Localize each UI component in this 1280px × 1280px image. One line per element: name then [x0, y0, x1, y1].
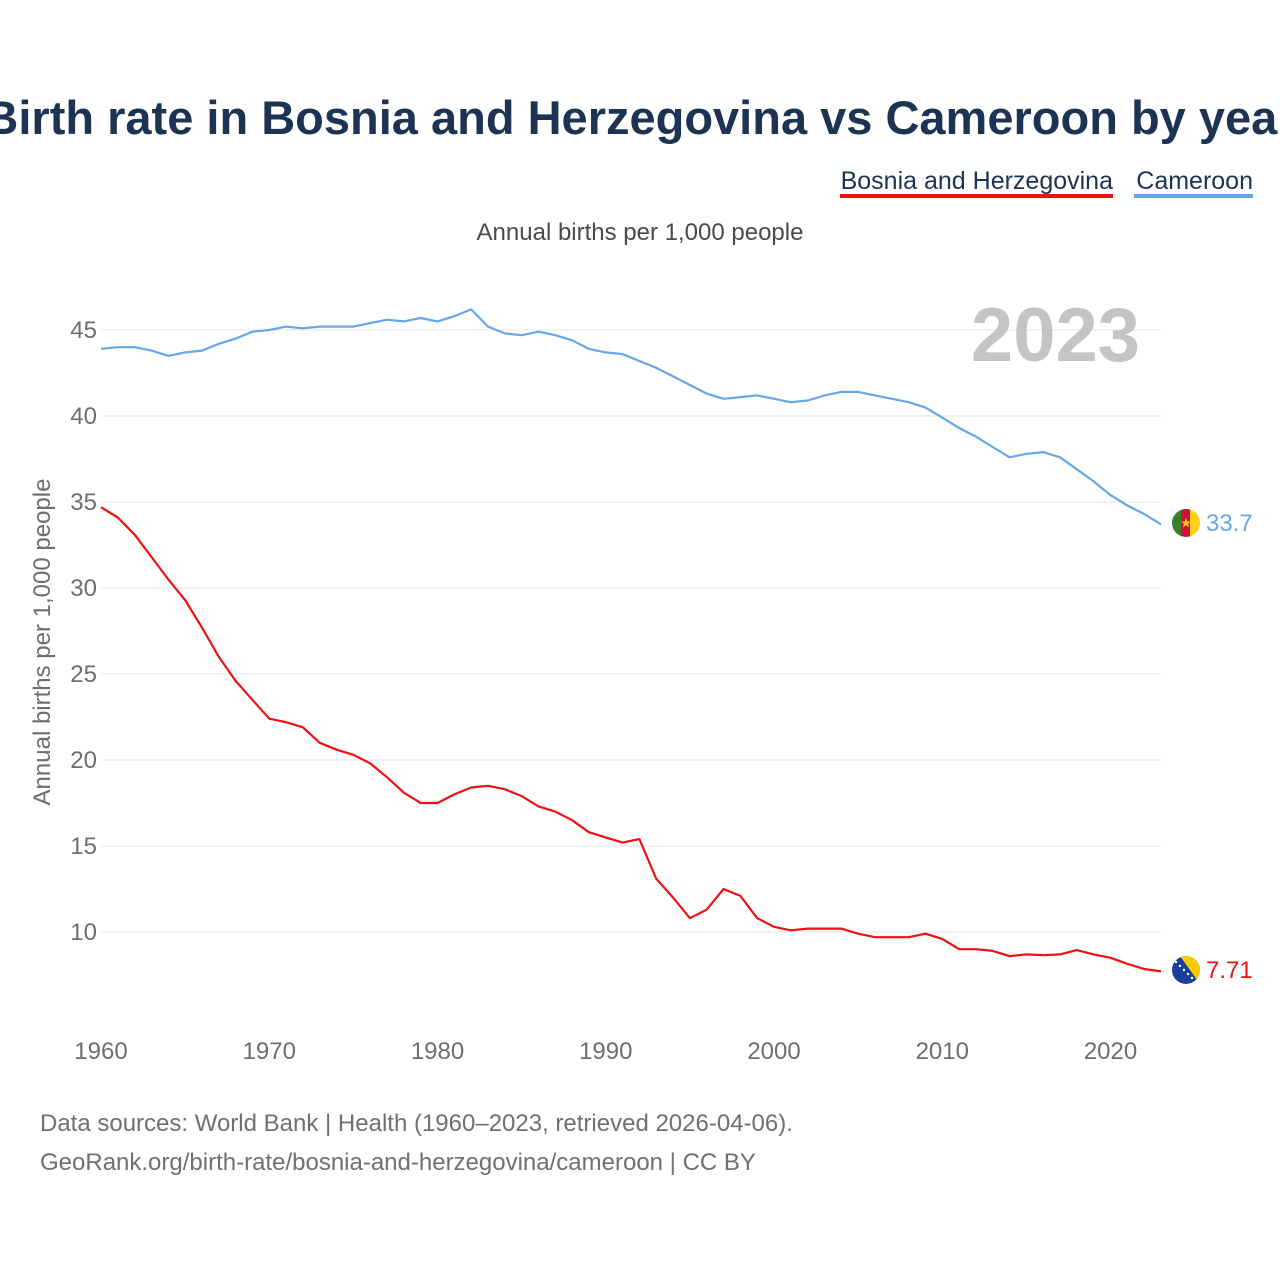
y-tick-label: 25	[70, 661, 97, 688]
y-tick-label: 15	[70, 833, 97, 860]
x-tick-label: 1980	[411, 1038, 464, 1065]
legend-swatch-cameroon	[1134, 194, 1253, 198]
y-tick-label: 35	[70, 489, 97, 516]
y-tick-label: 45	[70, 317, 97, 344]
y-tick-label: 20	[70, 747, 97, 774]
y-tick-label: 10	[70, 919, 97, 946]
source-line-1: Data sources: World Bank | Health (1960–…	[40, 1110, 793, 1137]
legend: Bosnia and Herzegovina Cameroon	[840, 167, 1253, 198]
x-tick-label: 2020	[1084, 1038, 1137, 1065]
legend-label-cameroon[interactable]: Cameroon	[1136, 167, 1253, 195]
chart-subtitle: Annual births per 1,000 people	[477, 219, 804, 246]
x-tick-label: 2000	[747, 1038, 800, 1065]
x-axis-ticks: 1960 1970 1980 1990 2000 2010 2020	[74, 1038, 1137, 1065]
year-watermark: 2023	[971, 293, 1140, 378]
series-line-bosnia[interactable]	[100, 506, 1162, 973]
y-tick-label: 30	[70, 575, 97, 602]
x-tick-label: 1990	[579, 1038, 632, 1065]
page-title: Birth rate in Bosnia and Herzegovina vs …	[0, 91, 1280, 144]
x-tick-label: 1960	[74, 1038, 127, 1065]
y-axis-label: Annual births per 1,000 people	[29, 479, 56, 806]
legend-label-bosnia[interactable]: Bosnia and Herzegovina	[841, 167, 1113, 195]
end-value-cameroon: 33.7	[1206, 510, 1253, 537]
x-tick-label: 1970	[243, 1038, 296, 1065]
series-line-cameroon[interactable]	[100, 308, 1162, 526]
source-line-2[interactable]: GeoRank.org/birth-rate/bosnia-and-herzeg…	[40, 1149, 756, 1176]
y-tick-label: 40	[70, 403, 97, 430]
cameroon-flag-icon	[1172, 509, 1200, 537]
end-value-bosnia: 7.71	[1206, 957, 1253, 984]
legend-swatch-bosnia	[840, 194, 1113, 198]
series-lines	[100, 308, 1162, 973]
x-tick-label: 2010	[916, 1038, 969, 1065]
y-axis-ticks: 10 15 20 25 30 35 40 45	[70, 317, 97, 946]
bosnia-flag-icon	[1172, 956, 1200, 984]
grid	[101, 329, 1161, 933]
